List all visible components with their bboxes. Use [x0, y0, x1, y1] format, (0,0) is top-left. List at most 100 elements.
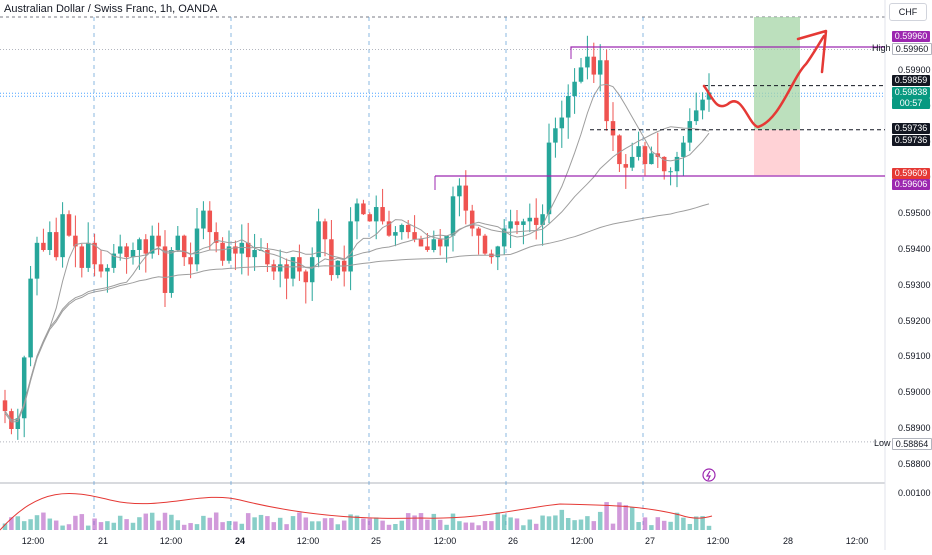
volume-bar [348, 514, 353, 530]
volume-bar [284, 524, 289, 530]
lightning-icon-bolt [705, 470, 711, 481]
candle-body [578, 67, 584, 82]
time-tick-label: 24 [234, 536, 246, 546]
volume-bar [399, 520, 405, 530]
candle-body [521, 221, 526, 225]
candle-body [444, 235, 449, 247]
candle-body [450, 196, 456, 236]
candle-body [425, 246, 430, 250]
volume-bar [527, 519, 533, 530]
volume-bar [437, 519, 443, 530]
volume-bar [226, 521, 232, 530]
projection-arrowhead [796, 29, 828, 74]
volume-bar [495, 512, 501, 530]
volume-bar [693, 516, 699, 530]
volume-bar [661, 520, 667, 530]
candle-body [335, 260, 341, 276]
candle-body [309, 257, 315, 283]
time-tick-label: 12:00 [433, 536, 457, 546]
lightning-icon [702, 468, 716, 482]
candle-body [79, 246, 85, 268]
candle-body [207, 210, 213, 233]
entry-tag-1: 0.59736 [892, 123, 930, 134]
candle-body [233, 246, 238, 254]
candle-body [111, 253, 117, 268]
price-tick-label: 0.59500 [898, 208, 931, 219]
candle-body [239, 242, 245, 254]
volume-bar [700, 516, 705, 530]
volume-bar [124, 519, 129, 530]
volume-bar [463, 522, 469, 530]
time-tick-label: 25 [370, 536, 382, 546]
candle-body [693, 110, 699, 122]
volume-bar [47, 518, 53, 530]
candle-body [290, 257, 296, 279]
volume-bar [220, 522, 225, 530]
candle-body [559, 117, 565, 129]
volume-bar [341, 520, 347, 530]
currency-button[interactable]: CHF [889, 3, 927, 21]
volume-bar [457, 521, 462, 530]
volume-bar [354, 515, 360, 530]
volume-bar [380, 520, 385, 530]
volume-bar [130, 522, 136, 530]
volume-bar [636, 522, 641, 530]
candle-body [431, 239, 437, 250]
time-tick-label: 26 [507, 536, 519, 546]
volume-bar [322, 518, 328, 530]
candle-body [361, 203, 366, 215]
candle-body [469, 210, 475, 229]
volume-bar [501, 514, 507, 530]
time-tick-label: 12:00 [159, 536, 183, 546]
volume-bar [335, 524, 341, 530]
purple-bottom-tag: 0.59606 [892, 179, 930, 190]
volume-bar [597, 511, 603, 530]
volume-bar [604, 502, 609, 530]
candle-body [201, 210, 206, 229]
candle-body [169, 250, 174, 293]
stop-zone [754, 129, 800, 176]
volume-bar [85, 525, 91, 530]
volume-bar [265, 516, 270, 530]
candle-body [41, 242, 46, 250]
candle-body [604, 60, 609, 122]
candle-body [393, 232, 398, 236]
last-price-tag: 0.59838 [892, 87, 930, 98]
volume-bar [386, 524, 392, 530]
candle-body [329, 239, 334, 276]
candle-body [73, 235, 78, 247]
volume-bar [329, 518, 334, 530]
candle-body [47, 232, 53, 250]
candle-body [636, 146, 641, 157]
volume-bar [393, 524, 398, 530]
candle-body [15, 418, 21, 429]
candle-body [156, 235, 161, 247]
candle-body [252, 250, 257, 258]
level-a-tag: 0.59859 [892, 75, 930, 86]
volume-bar [207, 517, 213, 530]
volume-bar [92, 518, 97, 530]
volume-bar [565, 518, 571, 530]
volume-bar [149, 512, 155, 530]
price-tick-label: 0.59000 [898, 387, 931, 398]
candle-body [437, 239, 443, 247]
volume-bar [258, 514, 264, 530]
price-tick-label: 0.59400 [898, 244, 931, 254]
candle-body [220, 242, 225, 261]
volume-bar [28, 519, 33, 530]
volume-bar [162, 512, 168, 530]
volume-bar [21, 521, 27, 530]
volume-axis-tick: 0.00100 [898, 488, 931, 498]
projection-path [702, 34, 826, 129]
time-tick-label: 12:00 [296, 536, 320, 546]
volume-bar [156, 520, 161, 530]
entry-tag-2: 0.59736 [892, 135, 930, 146]
candle-body [194, 228, 200, 265]
candle-body [533, 217, 539, 225]
volume-bar [105, 521, 110, 530]
volume-bar [514, 518, 520, 530]
volume-bar [572, 520, 577, 530]
high-label: High [872, 43, 891, 53]
